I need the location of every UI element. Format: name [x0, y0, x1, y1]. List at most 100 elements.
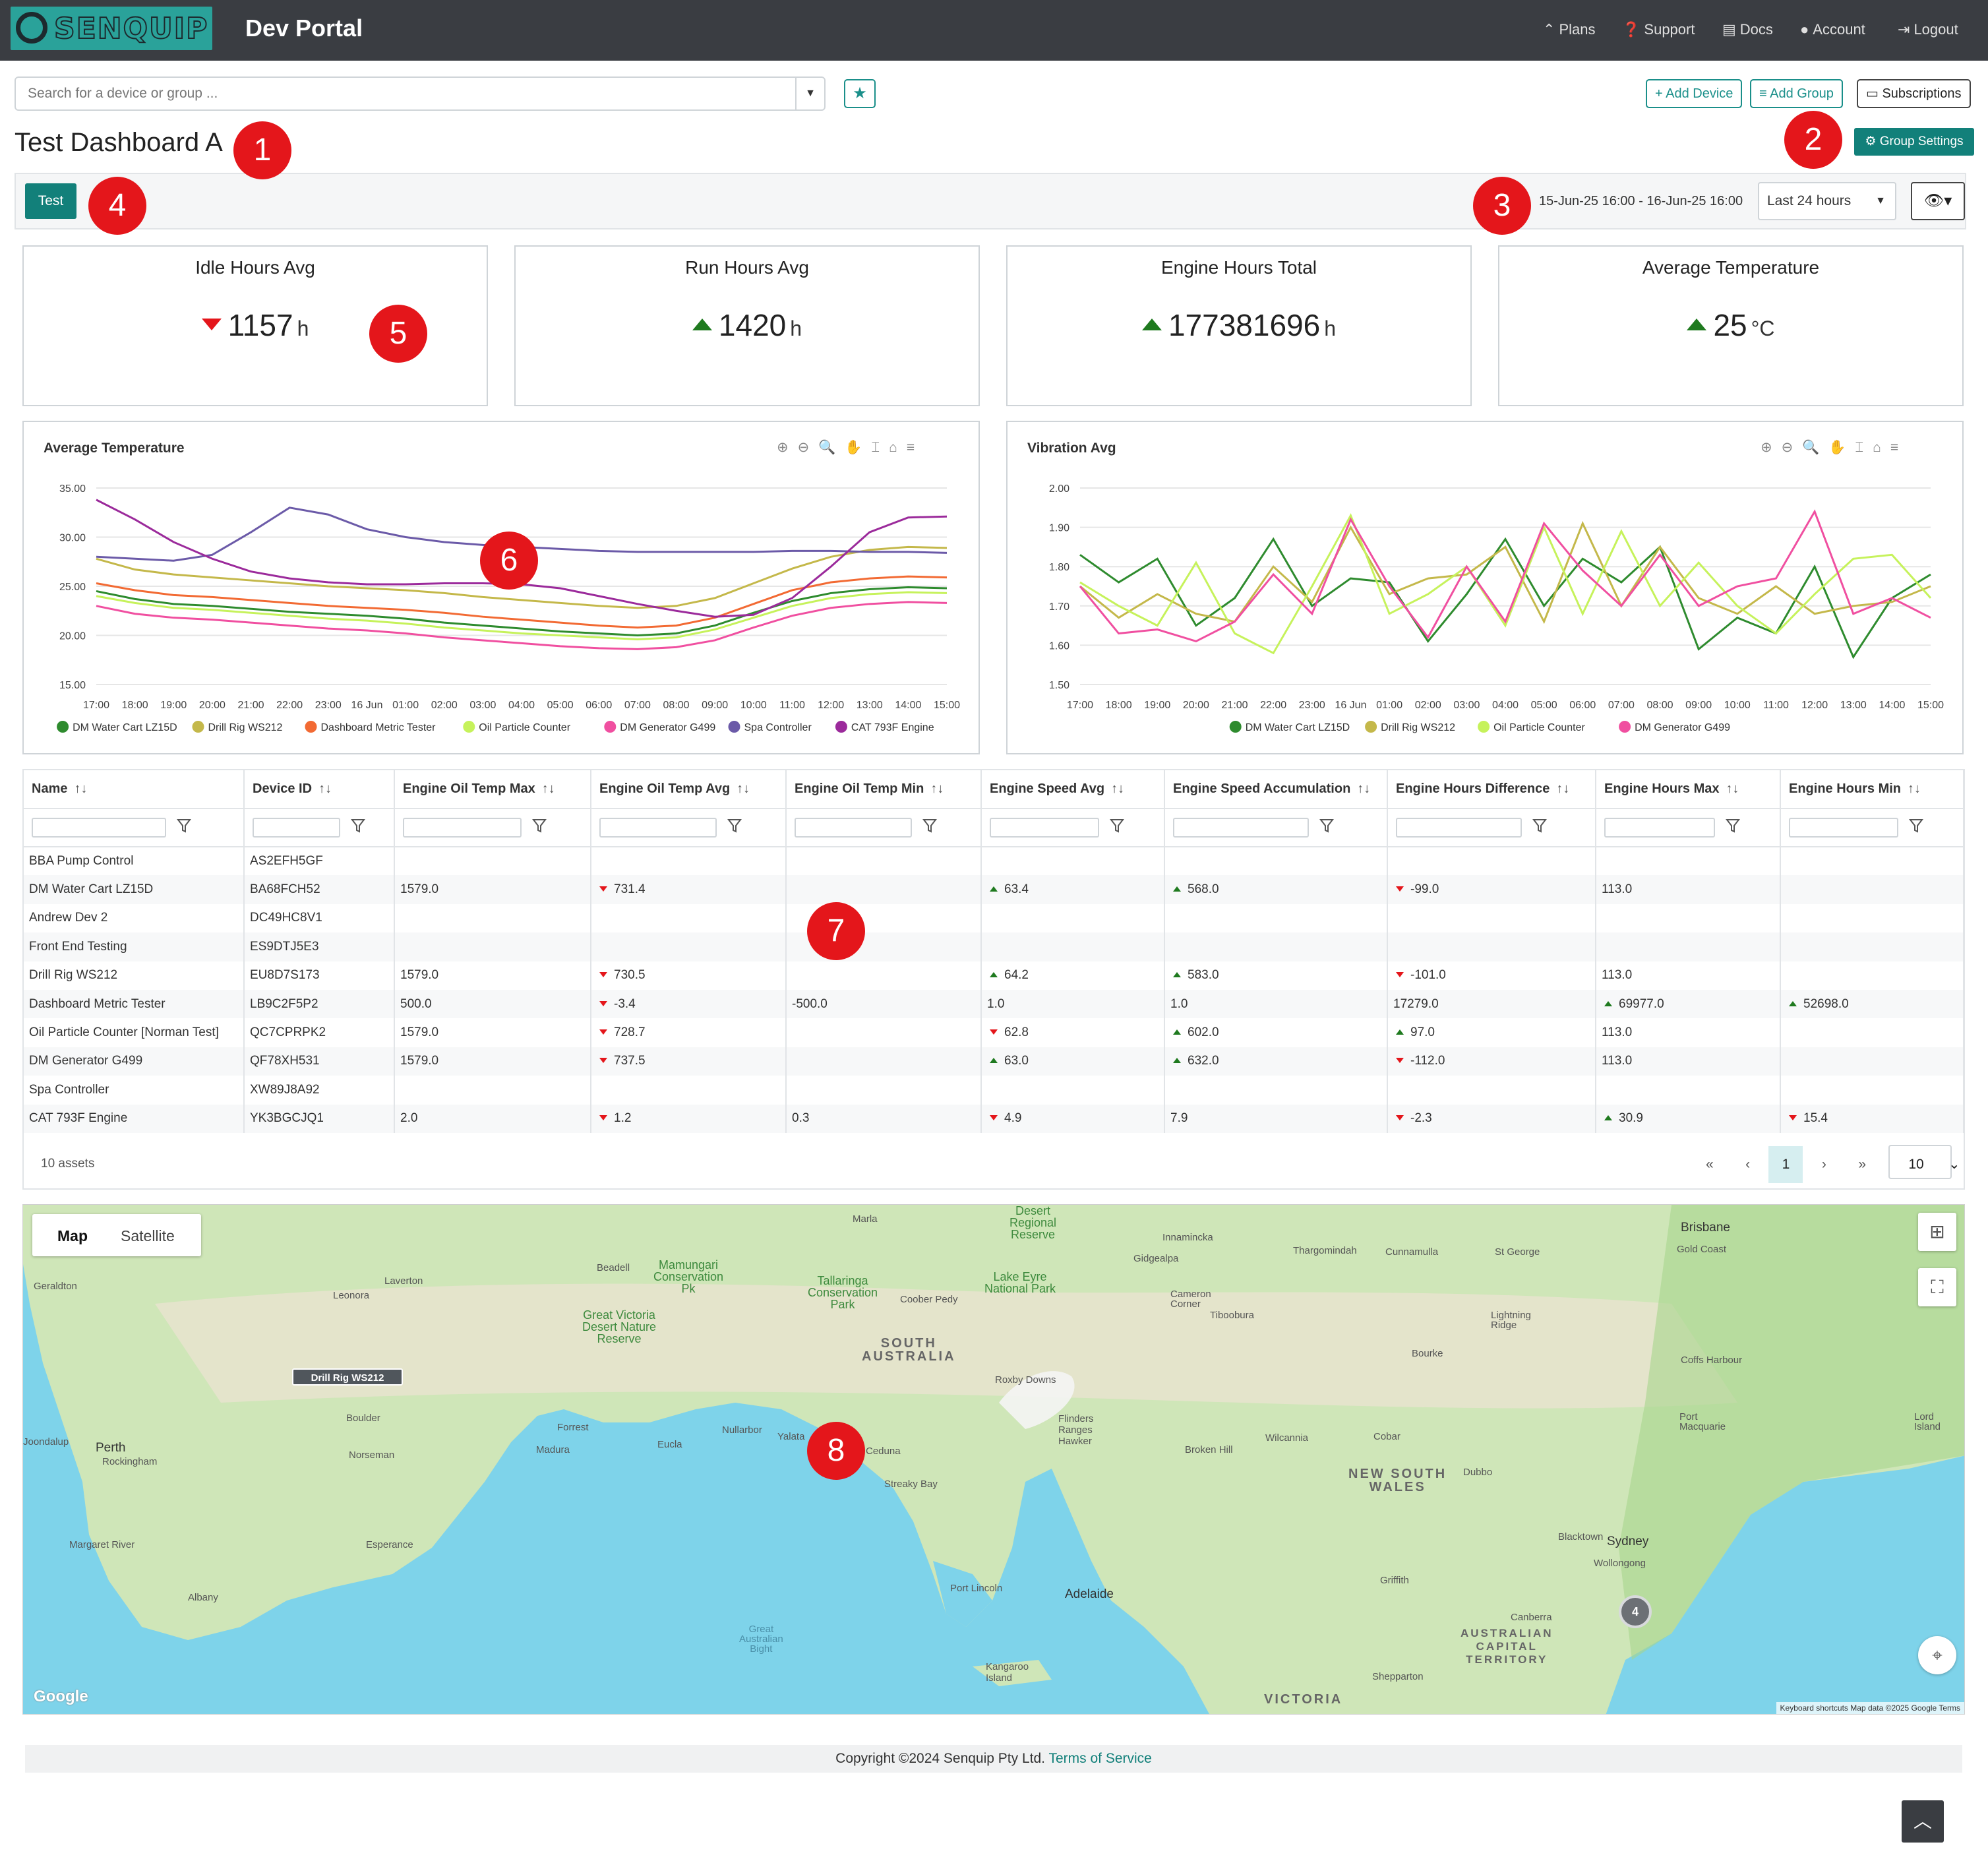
table-row[interactable]: DM Water Cart LZ15D BA68FCH52 1579.0 731.4 6…	[24, 875, 1964, 904]
senquip-logo[interactable]: SENQUIP	[11, 7, 212, 50]
menu-icon[interactable]: ≡	[906, 440, 924, 455]
legend-label[interactable]: Spa Controller	[744, 722, 812, 733]
filter-funnel-icon[interactable]	[351, 818, 366, 838]
column-header[interactable]: Engine Hours Difference ↑↓	[1387, 770, 1596, 809]
nav-account[interactable]: ● Account	[1800, 21, 1865, 38]
legend-label[interactable]: Oil Particle Counter	[479, 722, 570, 733]
scroll-to-top-button[interactable]: ︿	[1902, 1800, 1944, 1843]
series-line[interactable]	[1079, 537, 1931, 659]
filter-funnel-icon[interactable]	[1725, 818, 1740, 838]
column-filter-input[interactable]	[1789, 818, 1899, 838]
add-group-button[interactable]: ≡ Add Group	[1750, 79, 1843, 108]
legend-label[interactable]: Drill Rig WS212	[208, 722, 283, 733]
table-row[interactable]: Andrew Dev 2 DC49HC8V1	[24, 903, 1964, 933]
column-filter-input[interactable]	[990, 818, 1100, 838]
sort-icon[interactable]: ↑↓	[1357, 781, 1371, 796]
column-header[interactable]: Name ↑↓	[24, 770, 245, 809]
series-line[interactable]	[1079, 520, 1931, 625]
sort-icon[interactable]: ↑↓	[1726, 781, 1739, 796]
column-header[interactable]: Engine Hours Min ↑↓	[1780, 770, 1964, 809]
add-device-button[interactable]: + Add Device	[1646, 79, 1743, 108]
favorites-star-button[interactable]: ★	[844, 79, 876, 108]
sort-icon[interactable]: ↑↓	[1111, 781, 1125, 796]
legend-marker[interactable]	[1619, 721, 1631, 733]
filter-funnel-icon[interactable]	[531, 818, 547, 838]
table-row[interactable]: CAT 793F Engine YK3BGCJQ1 2.0 1.2 0.3 4.9 7.9 -…	[24, 1104, 1964, 1133]
legend-marker[interactable]	[1365, 721, 1377, 733]
filter-funnel-icon[interactable]	[727, 818, 742, 838]
column-header[interactable]: Engine Oil Temp Avg ↑↓	[591, 770, 787, 809]
nav-support[interactable]: ❓ Support	[1622, 21, 1695, 38]
visibility-toggle-button[interactable]: 👁▾	[1911, 182, 1965, 220]
sort-icon[interactable]: ↑↓	[318, 781, 332, 796]
column-filter-input[interactable]	[1173, 818, 1309, 838]
column-header[interactable]: Engine Hours Max ↑↓	[1596, 770, 1781, 809]
home-icon[interactable]: ⌂	[889, 440, 907, 455]
sort-icon[interactable]: ↑↓	[74, 781, 88, 796]
series-line[interactable]	[96, 591, 948, 640]
selection-icon[interactable]: ⌶	[871, 440, 889, 455]
page-1-button[interactable]: 1	[1768, 1146, 1803, 1183]
map-device-label[interactable]: Drill Rig WS212	[292, 1368, 403, 1386]
last-page-button[interactable]: »	[1858, 1157, 1866, 1172]
table-row[interactable]: Drill Rig WS212 EU8D7S173 1579.0 730.5 64.2 5…	[24, 961, 1964, 990]
zoom-out-icon[interactable]: ⊖	[1781, 440, 1803, 455]
sort-icon[interactable]: ↑↓	[1908, 781, 1921, 796]
device-map[interactable]: Map Satellite ⊞ ⛶ ⌖ SOUTH AUSTRALIA NEW S…	[22, 1204, 1965, 1715]
legend-label[interactable]: DM Water Cart LZ15D	[1246, 722, 1350, 733]
search-dropdown-caret-icon[interactable]: ▼	[795, 78, 824, 109]
time-range-select[interactable]: Last 24 hours ▼	[1758, 182, 1896, 220]
fullscreen-icon[interactable]: ⛶	[1918, 1268, 1956, 1306]
column-header[interactable]: Device ID ↑↓	[244, 770, 395, 809]
selection-icon[interactable]: ⌶	[1855, 440, 1873, 455]
group-settings-button[interactable]: ⚙ Group Settings	[1854, 128, 1974, 156]
table-row[interactable]: DM Generator G499 QF78XH531 1579.0 737.5 63.…	[24, 1047, 1964, 1076]
legend-marker[interactable]	[463, 721, 475, 733]
rows-per-page-select[interactable]: 10 ⌄	[1888, 1145, 1960, 1179]
nav-plans[interactable]: ⌃ Plans	[1543, 21, 1595, 38]
column-header[interactable]: Engine Oil Temp Min ↑↓	[786, 770, 982, 809]
column-header[interactable]: Engine Oil Temp Max ↑↓	[394, 770, 591, 809]
pan-hand-icon[interactable]: ✋	[845, 440, 872, 455]
column-filter-input[interactable]	[1604, 818, 1715, 838]
legend-marker[interactable]	[1478, 721, 1490, 733]
sort-icon[interactable]: ↑↓	[737, 781, 750, 796]
legend-marker[interactable]	[57, 721, 69, 733]
column-header[interactable]: Engine Speed Accumulation ↑↓	[1164, 770, 1388, 809]
zoom-in-icon[interactable]: ⊕	[777, 440, 798, 455]
recenter-icon[interactable]: ⌖	[1918, 1636, 1956, 1674]
series-line[interactable]	[1079, 509, 1931, 643]
legend-label[interactable]: Dashboard Metric Tester	[321, 722, 437, 733]
column-filter-input[interactable]	[32, 818, 166, 838]
legend-label[interactable]: DM Generator G499	[620, 722, 715, 733]
column-filter-input[interactable]	[599, 818, 717, 838]
sort-icon[interactable]: ↑↓	[541, 781, 555, 796]
magnify-icon[interactable]: 🔍	[1802, 440, 1829, 455]
series-line[interactable]	[1079, 513, 1932, 655]
column-header[interactable]: Engine Speed Avg ↑↓	[981, 770, 1165, 809]
legend-marker[interactable]	[835, 721, 847, 733]
legend-label[interactable]: Drill Rig WS212	[1381, 722, 1455, 733]
legend-marker[interactable]	[305, 721, 317, 733]
filter-funnel-icon[interactable]	[1909, 818, 1924, 838]
series-line[interactable]	[96, 601, 948, 650]
next-page-button[interactable]: ›	[1821, 1157, 1826, 1172]
column-filter-input[interactable]	[403, 818, 522, 838]
subscriptions-button[interactable]: ▭ Subscriptions	[1857, 79, 1971, 108]
first-page-button[interactable]: «	[1705, 1157, 1714, 1172]
map-tab-satellite[interactable]: Satellite	[121, 1227, 175, 1244]
map-tab-map[interactable]: Map	[57, 1227, 88, 1244]
column-filter-input[interactable]	[1396, 818, 1522, 838]
map-attribution[interactable]: Keyboard shortcuts Map data ©2025 Google…	[1776, 1702, 1964, 1714]
filter-funnel-icon[interactable]	[1319, 818, 1334, 838]
column-filter-input[interactable]	[795, 818, 913, 838]
sort-icon[interactable]: ↑↓	[1556, 781, 1570, 796]
table-row[interactable]: Front End Testing ES9DTJ5E3	[24, 932, 1964, 961]
pan-hand-icon[interactable]: ✋	[1828, 440, 1855, 455]
table-row[interactable]: Spa Controller XW89J8A92	[24, 1076, 1964, 1105]
filter-funnel-icon[interactable]	[922, 818, 938, 838]
sort-icon[interactable]: ↑↓	[930, 781, 944, 796]
table-row[interactable]: BBA Pump Control AS2EFH5GF	[24, 847, 1964, 876]
zoom-out-icon[interactable]: ⊖	[797, 440, 819, 455]
home-icon[interactable]: ⌂	[1873, 440, 1890, 455]
